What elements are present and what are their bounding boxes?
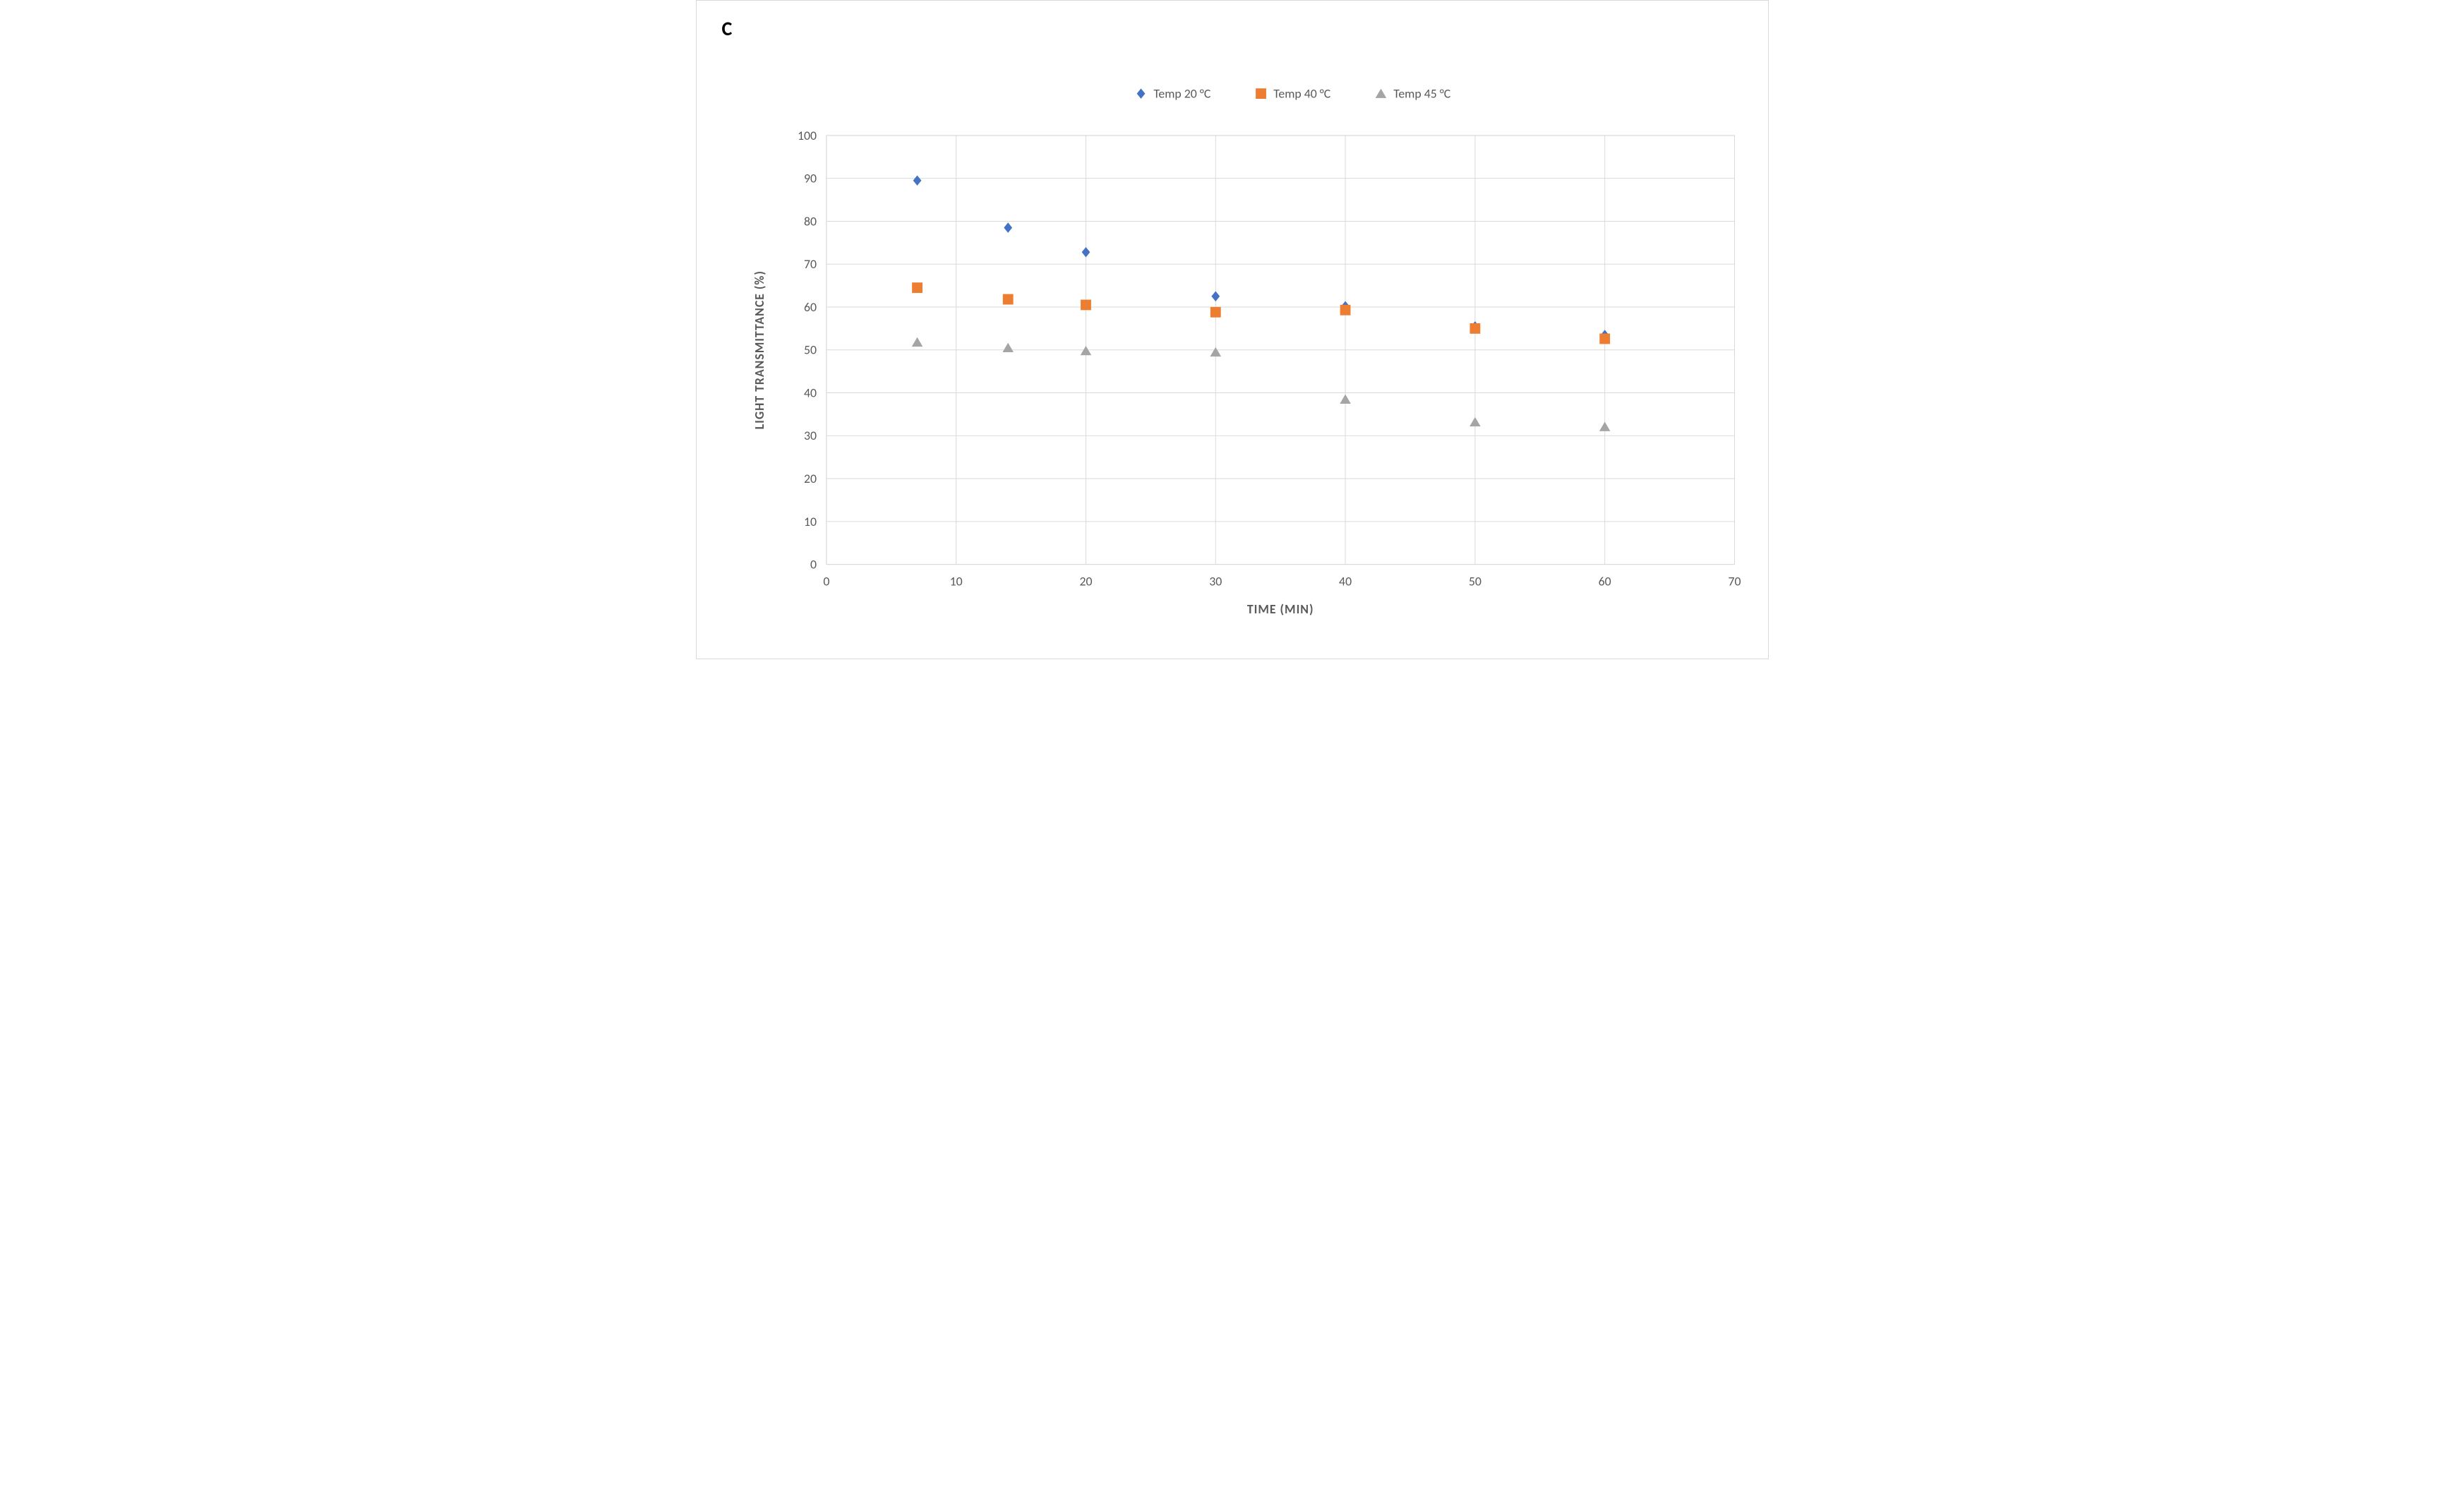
- y-tick-label: 60: [804, 299, 817, 315]
- data-point: [1340, 305, 1350, 316]
- data-point: [1470, 323, 1480, 334]
- data-point: [1002, 294, 1013, 305]
- x-tick-label: 50: [1468, 573, 1481, 589]
- x-tick-label: 30: [1209, 573, 1222, 589]
- legend-label: Temp 40 °C: [1273, 86, 1331, 102]
- data-point: [913, 175, 921, 186]
- chart-container: C 0102030405060700102030405060708090100T…: [696, 0, 1769, 659]
- data-point: [1004, 222, 1012, 233]
- data-point: [1210, 347, 1221, 356]
- y-tick-label: 10: [804, 514, 817, 529]
- data-point: [911, 337, 923, 347]
- y-tick-label: 30: [804, 428, 817, 443]
- data-point: [1081, 300, 1091, 311]
- x-tick-label: 60: [1598, 573, 1611, 589]
- x-axis-title: TIME (MIN): [1246, 601, 1314, 617]
- y-axis-title: LIGHT TRANSMITTANCE (%): [751, 270, 767, 429]
- data-point: [1136, 88, 1145, 99]
- x-tick-label: 20: [1079, 573, 1092, 589]
- x-tick-label: 10: [949, 573, 962, 589]
- y-tick-label: 20: [804, 471, 817, 486]
- data-point: [1599, 334, 1610, 344]
- scatter-chart-svg: 0 10 20 30 40 50 60 70 0 10 20 30 40 50 60 70 80 90 100 TIM…: [702, 6, 1762, 653]
- y-tick-label: 70: [804, 256, 817, 272]
- data-point: [1340, 395, 1351, 404]
- data-point: [1210, 307, 1220, 318]
- data-point: [912, 282, 923, 293]
- data-point: [1080, 346, 1091, 355]
- y-tick-label: 50: [804, 342, 817, 358]
- y-tick-label: 40: [804, 385, 817, 400]
- x-tick-label: 70: [1728, 573, 1741, 589]
- x-tick-label: 0: [823, 573, 829, 589]
- x-tick-label: 40: [1339, 573, 1352, 589]
- data-point: [1599, 422, 1610, 431]
- legend-label: Temp 45 °C: [1393, 86, 1451, 102]
- y-tick-label: 80: [804, 213, 817, 229]
- legend-label: Temp 20 °C: [1153, 86, 1211, 102]
- data-point: [1211, 292, 1220, 302]
- data-point: [1081, 247, 1090, 258]
- y-tick-label: 90: [804, 171, 817, 186]
- y-tick-label: 100: [798, 128, 817, 143]
- data-point: [1002, 343, 1014, 352]
- chart-inner: C 0102030405060700102030405060708090100T…: [702, 6, 1762, 653]
- data-point: [1375, 89, 1386, 98]
- y-tick-label: 0: [810, 557, 817, 572]
- data-point: [1470, 417, 1481, 426]
- data-point: [1256, 88, 1266, 99]
